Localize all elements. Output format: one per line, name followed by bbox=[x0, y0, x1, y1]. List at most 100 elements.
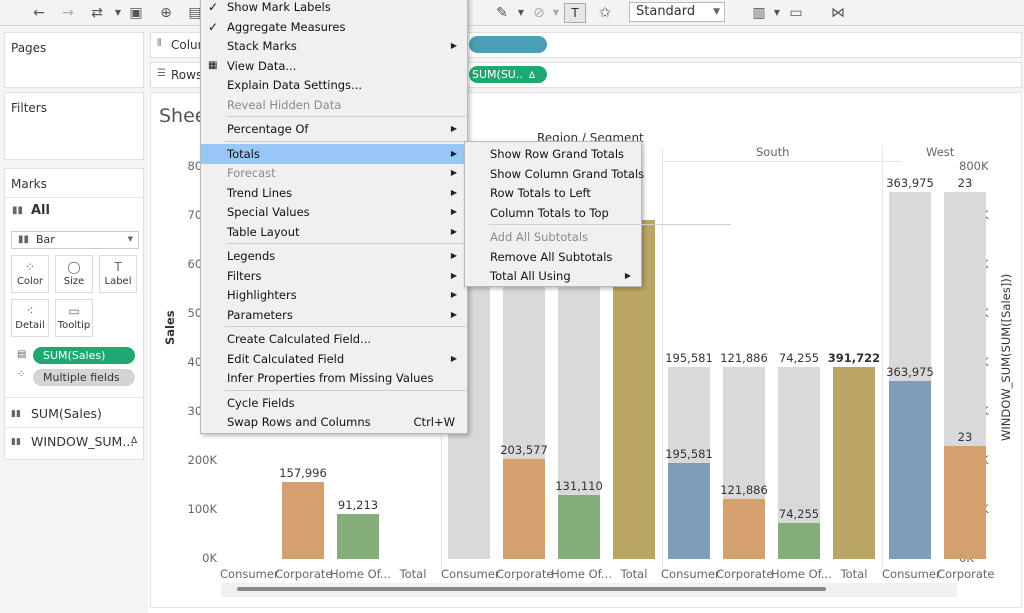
menu-item-edit-calculated-field[interactable]: Edit Calculated Field ▶ bbox=[201, 349, 467, 369]
submenu-arrow-icon: ▶ bbox=[450, 353, 457, 363]
submenu-arrow-icon: ▶ bbox=[450, 270, 457, 280]
menu-item-infer-properties-from-missing-values[interactable]: Infer Properties from Missing Values bbox=[201, 368, 467, 388]
bar-icon: ▮▮ bbox=[11, 437, 21, 447]
menu-item-stack-marks[interactable]: Stack Marks ▶ bbox=[201, 36, 467, 56]
scrollbar-thumb[interactable] bbox=[237, 587, 826, 591]
label-button[interactable]: T Label bbox=[99, 255, 137, 293]
menu-item-view-data[interactable]: View Data... ▦ bbox=[201, 56, 467, 76]
bar-home-office[interactable] bbox=[337, 514, 379, 559]
menu-item-table-layout[interactable]: Table Layout ▶ bbox=[201, 222, 467, 242]
show-cards-icon[interactable]: ▥ bbox=[752, 5, 766, 21]
menu-item-explain-data-settings[interactable]: Explain Data Settings... bbox=[201, 75, 467, 95]
delta-icon: Δ bbox=[131, 436, 138, 446]
menu-item-special-values[interactable]: Special Values ▶ bbox=[201, 202, 467, 222]
menu-item-legends[interactable]: Legends ▶ bbox=[201, 246, 467, 266]
presentation-icon[interactable]: ▭ bbox=[789, 5, 803, 21]
fit-dropdown[interactable]: Standard ▼ bbox=[629, 2, 725, 22]
bar-consumer[interactable] bbox=[889, 380, 931, 559]
bar-consumer[interactable] bbox=[668, 463, 710, 559]
submenu-arrow-icon: ▶ bbox=[450, 226, 457, 236]
bar-corporate[interactable] bbox=[282, 481, 324, 559]
left-axis-tick: 100K bbox=[187, 502, 218, 516]
bar-home-office[interactable] bbox=[558, 494, 600, 559]
bar-total[interactable] bbox=[833, 367, 875, 559]
right-axis-tick: 800K bbox=[959, 159, 989, 173]
bar-corporate[interactable] bbox=[503, 459, 545, 559]
category-label: Home Of... bbox=[551, 567, 612, 581]
attach-icon[interactable]: ⊘ bbox=[533, 5, 545, 21]
measure-window-sum-tab[interactable]: WINDOW_SUM... bbox=[31, 434, 135, 449]
category-label: Total bbox=[399, 567, 427, 581]
size-icon: ◯ bbox=[67, 260, 81, 274]
menu-item-label: Show Row Grand Totals bbox=[490, 147, 625, 161]
chevron-down-icon: ▼ bbox=[127, 235, 133, 243]
category-label: Corporate bbox=[496, 567, 554, 581]
columns-pill[interactable] bbox=[469, 36, 547, 53]
bar-corporate[interactable] bbox=[944, 446, 986, 559]
submenu-arrow-icon: ▶ bbox=[624, 271, 631, 280]
bar-corporate[interactable] bbox=[723, 499, 765, 559]
menu-item-highlighters[interactable]: Highlighters ▶ bbox=[201, 285, 467, 305]
submenu-item-column-totals-to-top[interactable]: Column Totals to Top bbox=[465, 203, 641, 223]
show-labels-icon[interactable]: T bbox=[564, 3, 586, 23]
menu-item-label: Add All Subtotals bbox=[490, 230, 589, 244]
menu-item-totals[interactable]: Totals ▶ bbox=[201, 143, 467, 164]
sum-sales-pill[interactable]: SUM(Sales) bbox=[33, 347, 135, 364]
share-icon[interactable]: ⋈ bbox=[831, 5, 845, 21]
window-sum-label: 23 bbox=[957, 175, 973, 190]
menu-item-reveal-hidden-data: Reveal Hidden Data bbox=[201, 95, 467, 115]
mark-type-dropdown[interactable]: ▮▮ Bar ▼ bbox=[11, 231, 139, 249]
detail-dots-icon: ⁖ bbox=[26, 304, 34, 318]
multiple-fields-pill[interactable]: Multiple fields bbox=[33, 369, 135, 386]
attach-dropdown-icon[interactable]: ▼ bbox=[552, 8, 560, 17]
redo-icon[interactable]: ⇄ bbox=[91, 5, 103, 21]
menu-item-parameters[interactable]: Parameters ▶ bbox=[201, 305, 467, 325]
menu-item-create-calculated-field[interactable]: Create Calculated Field... bbox=[201, 329, 467, 349]
save-icon[interactable]: ▣ bbox=[129, 5, 143, 21]
rows-label: Rows bbox=[171, 68, 203, 82]
submenu-item-show-row-grand-totals[interactable]: Show Row Grand Totals bbox=[465, 144, 641, 164]
color-label: Color bbox=[16, 276, 44, 287]
submenu-item-show-column-grand-totals[interactable]: Show Column Grand Totals bbox=[465, 164, 644, 184]
menu-item-label: Aggregate Measures bbox=[227, 19, 346, 34]
menu-item-aggregate-measures[interactable]: Aggregate Measures ✓ bbox=[201, 17, 467, 37]
menu-item-show-mark-labels[interactable]: Show Mark Labels ✓ bbox=[201, 0, 467, 17]
submenu-item-total-all-using[interactable]: Total All Using ▶ bbox=[465, 266, 641, 286]
menu-item-trend-lines[interactable]: Trend Lines ▶ bbox=[201, 183, 467, 203]
left-axis-tick: 0K bbox=[202, 551, 217, 565]
detail-button[interactable]: ⁖ Detail bbox=[11, 299, 49, 337]
rows-pill-label: SUM(SU.. bbox=[472, 68, 523, 81]
category-label: Corporate bbox=[275, 567, 333, 581]
new-datasource-icon[interactable]: ⊕ bbox=[160, 5, 172, 21]
menu-item-label: Cycle Fields bbox=[227, 395, 295, 410]
color-button[interactable]: ⁘ Color bbox=[11, 255, 49, 293]
bar-home-office[interactable] bbox=[778, 522, 820, 559]
redo-dropdown-icon[interactable]: ▼ bbox=[114, 8, 122, 17]
pen-dropdown-icon[interactable]: ▼ bbox=[517, 8, 525, 17]
size-button[interactable]: ◯ Size bbox=[55, 255, 93, 293]
menu-item-label: Swap Rows and Columns bbox=[227, 415, 371, 429]
new-sheet-icon[interactable]: ▤ bbox=[188, 5, 202, 21]
menu-item-label: Reveal Hidden Data bbox=[227, 97, 342, 112]
menu-item-label: Total All Using bbox=[490, 269, 571, 283]
tooltip-button[interactable]: ▭ Tooltip bbox=[55, 299, 93, 337]
cards-dropdown-icon[interactable]: ▼ bbox=[773, 8, 781, 17]
forward-arrow-icon[interactable]: → bbox=[62, 5, 74, 21]
rows-sum-pill[interactable]: SUM(SU.. Δ bbox=[469, 66, 547, 83]
measure-sales-tab[interactable]: SUM(Sales) bbox=[31, 406, 102, 421]
back-arrow-icon[interactable]: ← bbox=[33, 5, 45, 21]
pin-icon[interactable]: ✩ bbox=[599, 5, 611, 21]
submenu-item-row-totals-to-left[interactable]: Row Totals to Left bbox=[465, 183, 641, 203]
submenu-item-remove-all-subtotals[interactable]: Remove All Subtotals bbox=[465, 247, 641, 267]
text-label-icon: T bbox=[114, 260, 122, 274]
marks-all-label[interactable]: All bbox=[31, 203, 50, 218]
category-label: Consumer bbox=[661, 567, 720, 581]
menu-item-swap-rows-and-columns[interactable]: Swap Rows and Columns Ctrl+W bbox=[201, 412, 467, 432]
menu-item-filters[interactable]: Filters ▶ bbox=[201, 266, 467, 286]
highlight-pen-icon[interactable]: ✎ bbox=[496, 5, 508, 21]
menu-separator bbox=[225, 326, 467, 327]
menu-item-percentage-of[interactable]: Percentage Of ▶ bbox=[201, 119, 467, 139]
menu-item-cycle-fields[interactable]: Cycle Fields bbox=[201, 393, 467, 413]
horizontal-scrollbar[interactable] bbox=[221, 583, 957, 597]
menu-item-label: Table Layout bbox=[227, 224, 300, 239]
